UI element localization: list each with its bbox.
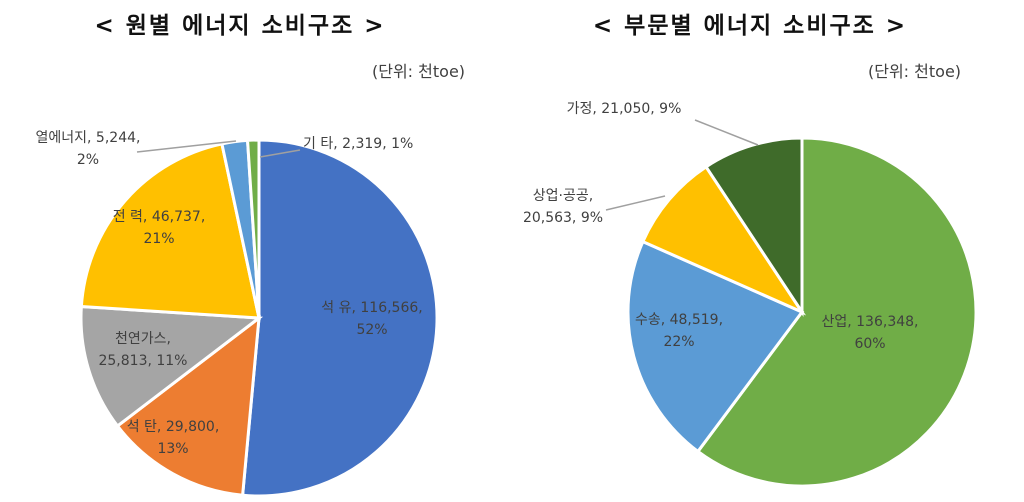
pie-chart-1: 석 유, 116,566, 52% 석 탄, 29,800, 13% 천연가스, 25,8… bbox=[36, 130, 439, 498]
leader-line bbox=[605, 195, 666, 211]
unit-label-source: (단위: 천toe) bbox=[372, 62, 466, 81]
unit-label-sector: (단위: 천toe) bbox=[868, 62, 962, 81]
chart-title-sector: < 부문별 에너지 소비구조 > bbox=[592, 13, 908, 39]
data-label: 전 력, 46,737, 21% bbox=[113, 209, 206, 247]
slice-electricity[interactable] bbox=[79, 142, 261, 320]
data-label: 기 타, 2,319, 1% bbox=[303, 136, 413, 152]
slice-household[interactable] bbox=[703, 136, 804, 317]
data-label: 산업, 136,348, 60% bbox=[821, 314, 918, 352]
chart-title-source: < 원별 에너지 소비구조 > bbox=[94, 13, 386, 39]
data-label: 석 유, 116,566, 52% bbox=[321, 300, 422, 338]
slice-oil[interactable] bbox=[240, 138, 439, 498]
data-label: 석 탄, 29,800, 13% bbox=[127, 419, 220, 457]
pie-chart-2: 산업, 136,348, 60% 수송, 48,519, 22% 상업·공공, 20,56… bbox=[523, 101, 978, 488]
data-label: 열에너지, 5,244, 2% bbox=[36, 130, 141, 168]
slice-other[interactable] bbox=[245, 138, 261, 319]
data-label: 가정, 21,050, 9% bbox=[567, 101, 682, 117]
slice-coal[interactable] bbox=[115, 314, 261, 497]
data-label: 상업·공공, 20,563, 9% bbox=[523, 188, 603, 226]
leader-line bbox=[136, 140, 237, 153]
leader-line bbox=[259, 149, 301, 158]
slice-commercial-public[interactable] bbox=[640, 164, 807, 316]
leader-line bbox=[694, 119, 759, 146]
data-label: 천연가스, 25,813, 11% bbox=[98, 331, 187, 369]
slice-industry[interactable] bbox=[695, 136, 978, 488]
data-label: 수송, 48,519, 22% bbox=[635, 312, 723, 350]
slice-natural-gas[interactable] bbox=[79, 304, 264, 429]
